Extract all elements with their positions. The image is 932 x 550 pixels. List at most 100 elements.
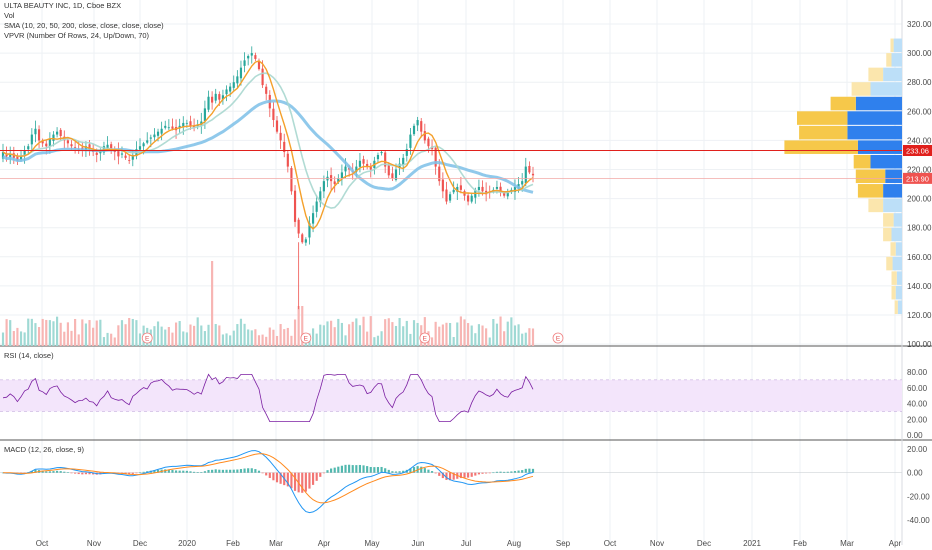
- candle-body-140: [506, 192, 509, 197]
- macd-histogram-bar-59: [214, 469, 217, 473]
- volume-bar-16: [59, 322, 62, 346]
- macd-histogram-bar-74: [268, 472, 271, 478]
- time-axis-tick: Apr: [889, 539, 902, 548]
- vpvr-up-265: [855, 96, 902, 111]
- candle-body-35: [128, 160, 131, 161]
- candle-body-88: [319, 191, 322, 203]
- candle-body-137: [495, 186, 499, 189]
- candle-body-24: [88, 144, 91, 150]
- candle-body-32: [117, 150, 120, 157]
- candle-body-121: [438, 166, 441, 182]
- macd-histogram-bar-57: [207, 469, 210, 473]
- volume-bar-30: [110, 333, 113, 346]
- time-axis-tick: Nov: [87, 539, 101, 548]
- candle-body-59: [214, 93, 217, 101]
- candle-body-5: [19, 156, 23, 160]
- vpvr-down-165: [890, 242, 896, 256]
- volume-bar-20: [74, 318, 77, 346]
- candle-body-36: [131, 154, 134, 160]
- macd-histogram-bar-12: [45, 471, 48, 473]
- macd-histogram-bar-65: [236, 469, 239, 473]
- candle-body-115: [416, 120, 419, 126]
- macd-histogram-bar-56: [203, 471, 206, 473]
- volume-bar-17: [63, 331, 66, 346]
- volume-bar-34: [124, 324, 127, 346]
- candle-body-45: [164, 125, 167, 128]
- candle-body-64: [232, 82, 235, 88]
- macd-histogram-bar-53: [193, 471, 196, 473]
- candle-body-9: [34, 128, 37, 135]
- volume-bar-141: [510, 317, 513, 346]
- macd-histogram-bar-109: [394, 471, 398, 473]
- macd-histogram-bar-96: [348, 464, 351, 473]
- candle-body-142: [513, 186, 517, 193]
- candle-body-126: [456, 186, 459, 192]
- volume-bar-81: [293, 319, 297, 346]
- vpvr-down-255: [797, 111, 848, 125]
- rsi-band: [0, 379, 902, 412]
- volume-bar-60: [218, 325, 221, 346]
- volume-legend[interactable]: Vol: [4, 11, 15, 20]
- macd-histogram-bar-16: [59, 471, 62, 473]
- volume-bar-99: [358, 325, 362, 346]
- volume-bar-105: [380, 331, 383, 346]
- volume-bar-146: [528, 328, 531, 346]
- macd-histogram-bar-39: [142, 471, 145, 473]
- earnings-marker-label-2: E: [423, 336, 428, 343]
- macd-histogram-bar-48: [174, 470, 178, 473]
- candle-body-120: [434, 147, 437, 167]
- macd-histogram-bar-107: [387, 469, 390, 473]
- candle-body-107: [387, 164, 390, 176]
- symbol-legend[interactable]: ULTA BEAUTY INC, 1D, Cboe BZX: [4, 1, 122, 10]
- candle-body-10: [37, 129, 41, 141]
- macd-histogram-bar-117: [423, 468, 426, 473]
- axes: 320.00 300.00 280.00 260.00 240.00 220.00 200.…: [36, 20, 932, 548]
- vpvr-up-125: [897, 300, 902, 314]
- candle-body-26: [95, 152, 98, 155]
- macd-histogram-bar-125: [452, 472, 455, 480]
- volume-bar-18: [66, 322, 69, 346]
- macd-histogram-bar-100: [362, 465, 365, 473]
- vpvr-up-285: [883, 67, 902, 82]
- sma-legend[interactable]: SMA (10, 20, 50, 200, close, close, clos…: [4, 21, 164, 30]
- time-axis-tick: Sep: [556, 539, 571, 548]
- macd-histogram-bar-99: [358, 464, 362, 473]
- vpvr-up-215: [885, 169, 902, 184]
- vpvr-down-155: [886, 256, 893, 271]
- volume-bar-6: [23, 332, 26, 346]
- rsi-legend[interactable]: RSI (14, close): [4, 351, 54, 360]
- candle-body-50: [182, 122, 185, 127]
- macd-histogram-bar-135: [488, 472, 491, 474]
- time-axis-tick: 2021: [743, 539, 761, 548]
- candle-body-60: [218, 94, 221, 100]
- vpvr-up-295: [891, 53, 902, 67]
- price-axis-tick: 180.00: [907, 224, 932, 233]
- earnings-marker-2: [419, 332, 431, 344]
- volume-bar-108: [391, 322, 394, 346]
- macd-histogram-bar-105: [380, 466, 383, 473]
- vpvr-legend[interactable]: VPVR (Number Of Rows, 24, Up/Down, 70): [4, 31, 150, 40]
- price-axis-tick: 160.00: [907, 253, 932, 262]
- candle-body-20: [74, 146, 77, 148]
- candle-body-82: [297, 219, 300, 234]
- candle-body-71: [257, 60, 261, 70]
- candle-body-116: [420, 121, 423, 132]
- vpvr-down-305: [890, 38, 894, 53]
- last-price-badge: 213.90: [906, 174, 929, 183]
- macd-histogram-bar-21: [77, 472, 80, 475]
- volume-bar-19: [70, 330, 73, 346]
- macd-histogram-bar-146: [528, 468, 531, 473]
- candle-body-123: [445, 189, 448, 202]
- macd-histogram-bar-118: [427, 469, 430, 473]
- macd-legend[interactable]: MACD (12, 26, close, 9): [4, 445, 85, 454]
- volume-bar-73: [265, 336, 268, 346]
- macd-histogram-bar-94: [340, 465, 343, 473]
- macd-histogram-bar-50: [182, 470, 185, 473]
- macd-histogram-bar-111: [402, 470, 405, 473]
- candle-body-94: [340, 172, 343, 179]
- candle-body-145: [524, 166, 527, 184]
- macd-histogram-bar-55: [200, 472, 203, 473]
- volume-bar-123: [445, 322, 448, 346]
- candle-body-112: [405, 149, 408, 156]
